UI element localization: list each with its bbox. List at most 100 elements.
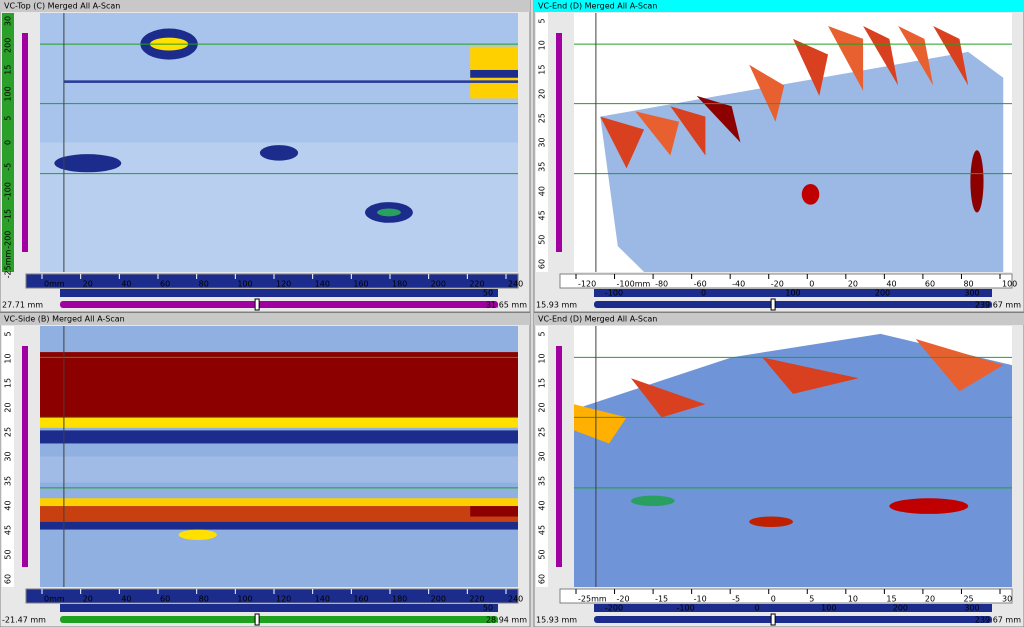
bottom-tick-label: 80 (199, 595, 209, 604)
scale-tick-label: 300 (964, 604, 979, 613)
left-tick-label: 20 (538, 89, 547, 99)
title-bar (0, 0, 530, 12)
scan-indication (828, 25, 864, 91)
left-tick-label: 45 (4, 525, 13, 535)
range-max: 239.67 mm (975, 616, 1021, 625)
scan-indication (670, 106, 706, 156)
range-max: 31.65 mm (486, 301, 527, 310)
bottom-tick-label: 160 (353, 280, 368, 289)
bottom-tick-label: -10 (694, 595, 707, 604)
scan-region (40, 498, 518, 507)
scroll-thumb[interactable] (254, 298, 260, 311)
scan-panel: VC-Side (B) Merged All A-Scan 5 10 15 20 25 30… (0, 312, 531, 627)
bottom-ruler (559, 588, 1013, 604)
scan-region (40, 521, 518, 530)
bottom-tick-label: 160 (353, 595, 368, 604)
left-tick-label: 5 (538, 331, 547, 336)
left-tick-label: 15 (4, 65, 13, 75)
scan-indication (898, 25, 934, 86)
left-tick-label: 45 (538, 525, 547, 535)
scan-indication (933, 25, 969, 86)
left-tick-label: 50 (538, 235, 547, 245)
bottom-tick-label: 15 (886, 595, 896, 604)
scan-indication (762, 357, 859, 394)
left-tick-label: 20 (538, 402, 547, 412)
panel-title: VC-End (D) Merged All A-Scan (538, 315, 657, 324)
left-tick-label: 10 (538, 353, 547, 363)
bottom-tick-label: 220 (469, 280, 484, 289)
panel-title: VC-Side (B) Merged All A-Scan (4, 315, 125, 324)
scan-indication (889, 498, 969, 514)
scroll-thumb[interactable] (770, 298, 776, 311)
bottom-tick-label: 30 (1002, 595, 1012, 604)
scan-indication (259, 145, 299, 161)
left-tick-label: 5 (4, 116, 13, 121)
bottom-tick-label: 20 (925, 595, 935, 604)
scrollbar[interactable] (594, 616, 992, 623)
scan-indication (863, 25, 899, 86)
scrollbar[interactable] (60, 301, 498, 308)
scale-bar (60, 604, 498, 612)
left-tick-label: 40 (538, 186, 547, 196)
scrollbar[interactable] (60, 616, 498, 623)
left-scroll (556, 346, 562, 567)
left-tick-label: 30 (4, 16, 13, 26)
bottom-tick-label: 40 (886, 280, 896, 289)
scroll-thumb[interactable] (770, 613, 776, 626)
left-tick-label: 5 (538, 18, 547, 23)
bottom-tick-label: 200 (431, 595, 446, 604)
range-min: 15.93 mm (536, 301, 577, 310)
bottom-tick-label: -100mm (617, 280, 651, 289)
scan-region (40, 430, 518, 444)
bottom-tick-label: 40 (121, 280, 131, 289)
left-scroll (556, 33, 562, 252)
left-tick-label: 50 (538, 549, 547, 559)
range-min: 27.71 mm (2, 301, 43, 310)
bottom-tick-label: -5 (732, 595, 740, 604)
scan-panel: VC-End (D) Merged All A-Scan 5 10 15 20 25 30 3… (533, 312, 1024, 627)
range-max: 239.67 mm (975, 301, 1021, 310)
scale-tick-label: -200 (605, 604, 623, 613)
bottom-tick-label: 180 (392, 280, 407, 289)
bottom-tick-label: -20 (771, 280, 784, 289)
bottom-tick-label: 20 (848, 280, 858, 289)
left-tick-label: -15 (4, 209, 13, 222)
left-tick-label: 25 (4, 427, 13, 437)
left-tick-label: 35 (538, 476, 547, 486)
bottom-tick-label: -40 (732, 280, 745, 289)
scale-tick-label: 200 (893, 604, 908, 613)
scan-indication (915, 339, 1004, 392)
scan-indication (630, 495, 675, 507)
bottom-tick-label: 140 (315, 280, 330, 289)
left-tick-label: 25 (538, 427, 547, 437)
scale-tick-label: 100 (785, 289, 800, 298)
left-tick-label: 30 (4, 451, 13, 461)
title-bar (534, 313, 1024, 325)
bottom-tick-label: 10 (848, 595, 858, 604)
bottom-tick-label: 100 (1002, 280, 1017, 289)
bottom-tick-label: 180 (392, 595, 407, 604)
scan-indication (793, 38, 829, 96)
left-tick-label: 60 (4, 574, 13, 584)
scroll-thumb[interactable] (254, 613, 260, 626)
scan-region (63, 80, 519, 83)
bottom-ruler (25, 588, 519, 604)
bottom-tick-label: -20 (617, 595, 630, 604)
bottom-tick-label: 20 (83, 280, 93, 289)
left-tick-label: 10 (538, 40, 547, 50)
left-tick-label: 60 (538, 259, 547, 269)
bottom-tick-label: 220 (469, 595, 484, 604)
left-tick-label: 200 (4, 38, 13, 53)
left-tick-label: -200 (4, 231, 13, 249)
scan-indication (600, 51, 1004, 272)
scan-indication (574, 404, 627, 444)
scan-indication (749, 64, 785, 122)
scale-bar (594, 289, 992, 297)
scan-region (40, 456, 518, 483)
bottom-tick-label: 80 (199, 280, 209, 289)
bottom-tick-label: 20 (83, 595, 93, 604)
left-tick-label: 10 (4, 353, 13, 363)
scrollbar[interactable] (594, 301, 992, 308)
left-tick-label: 15 (4, 378, 13, 388)
